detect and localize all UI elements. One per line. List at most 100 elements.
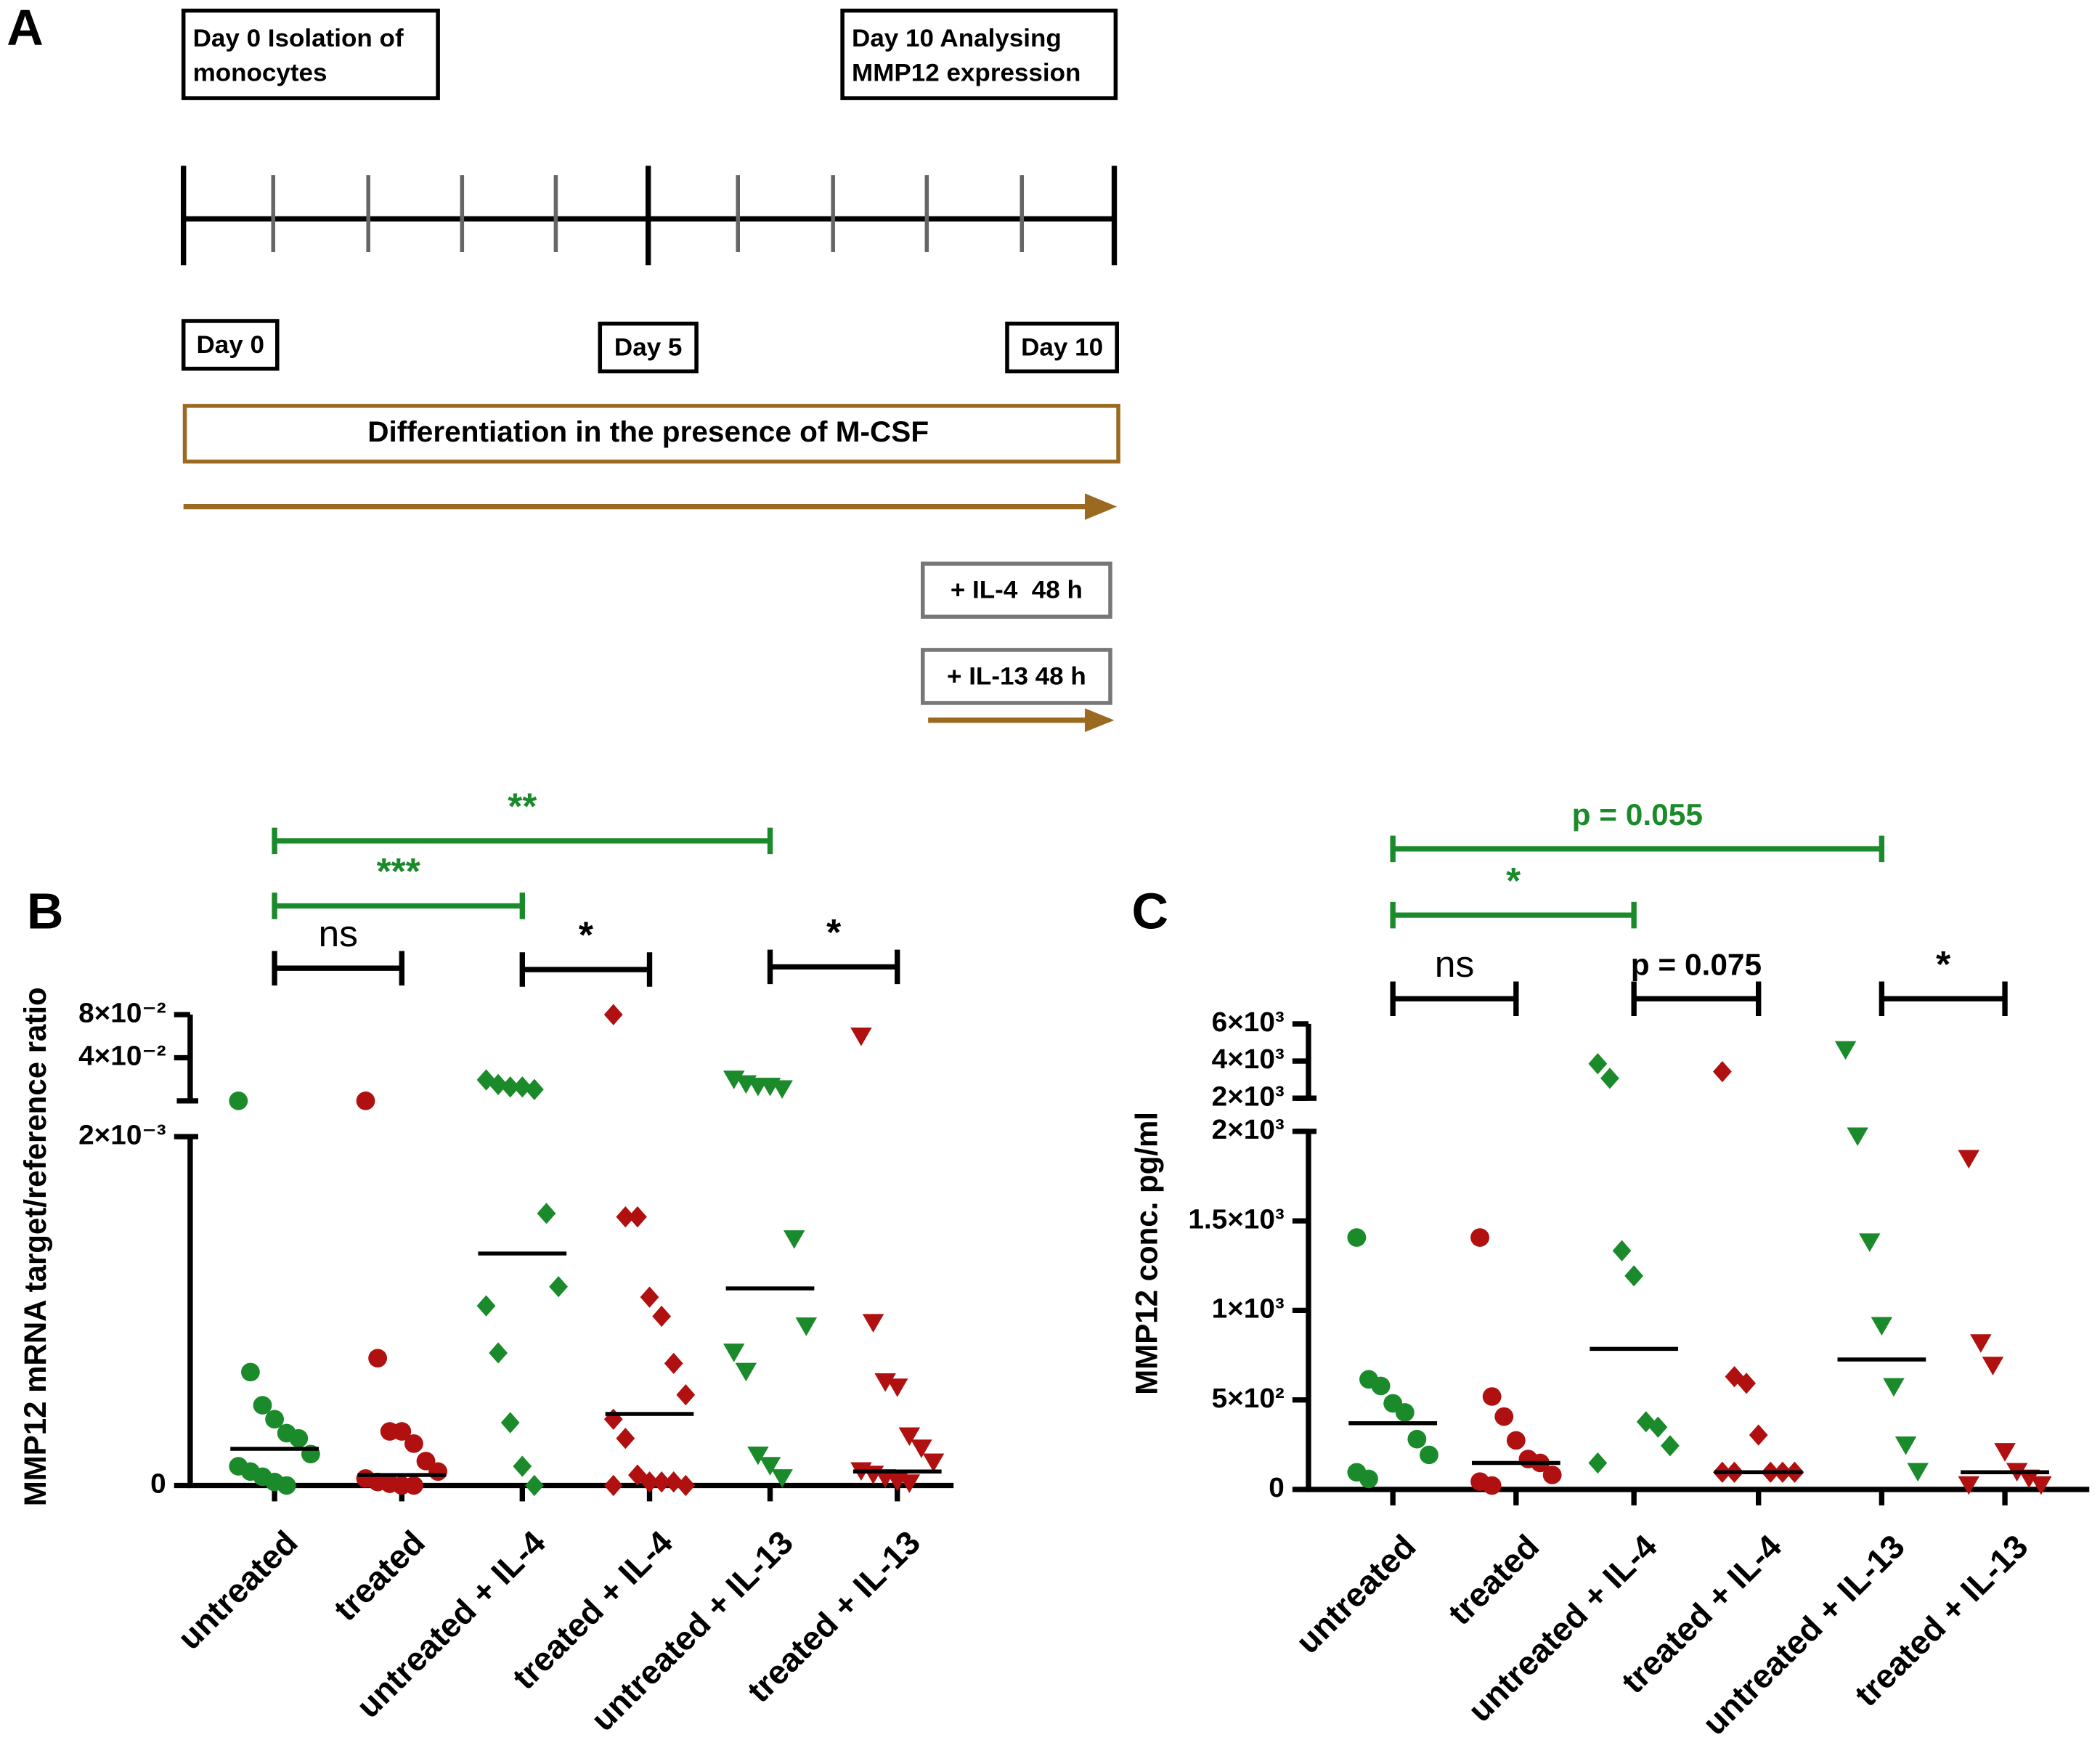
treatment-label: + IL-4 48 h bbox=[951, 576, 1083, 604]
start-box bbox=[181, 8, 440, 100]
data-point bbox=[616, 1206, 635, 1228]
day-box bbox=[181, 319, 280, 371]
panel-letter: B bbox=[27, 883, 64, 940]
timeline bbox=[180, 166, 1118, 266]
data-point bbox=[603, 1474, 623, 1497]
data-point bbox=[1624, 1265, 1644, 1287]
data-point bbox=[603, 1004, 623, 1025]
data-point bbox=[911, 1439, 932, 1458]
data-point bbox=[1982, 1357, 2004, 1375]
data-point bbox=[1494, 1407, 1514, 1426]
data-point bbox=[850, 1027, 872, 1046]
start-box-text: Day 0 Isolation of bbox=[193, 24, 404, 52]
day-label: Day 10 bbox=[1021, 333, 1103, 362]
data-point bbox=[368, 1349, 388, 1367]
arrow-head bbox=[1084, 493, 1118, 520]
y-tick-label: 6×10³ bbox=[1212, 1007, 1285, 1038]
data-point bbox=[1420, 1445, 1438, 1465]
data-point bbox=[537, 1203, 556, 1224]
timeline-minor-ticks bbox=[271, 175, 1025, 252]
data-point bbox=[771, 1469, 793, 1488]
data-point bbox=[476, 1295, 496, 1317]
data-point bbox=[1883, 1378, 1905, 1397]
significance-label: * bbox=[1506, 859, 1521, 901]
data-point bbox=[1648, 1416, 1668, 1438]
data-point bbox=[1847, 1127, 1868, 1147]
y-tick-label: 1×10³ bbox=[1212, 1293, 1285, 1325]
y-tick-label: 2×10³ bbox=[1212, 1114, 1285, 1145]
significance-label: ns bbox=[318, 912, 358, 954]
data-point bbox=[795, 1317, 818, 1336]
data-point bbox=[1612, 1240, 1632, 1261]
data-point bbox=[525, 1474, 544, 1497]
data-point bbox=[1600, 1068, 1619, 1089]
data-point bbox=[1661, 1435, 1680, 1457]
data-point bbox=[265, 1410, 285, 1428]
data-point bbox=[1712, 1061, 1732, 1083]
differentiation-box bbox=[182, 404, 1120, 464]
data-point bbox=[676, 1474, 696, 1497]
y-tick-label: 4×10⁻² bbox=[78, 1041, 166, 1072]
data-point bbox=[616, 1428, 635, 1450]
data-point bbox=[392, 1422, 412, 1441]
data-point bbox=[1407, 1429, 1427, 1449]
data-point bbox=[1749, 1424, 1768, 1446]
y-tick-label: 0 bbox=[1269, 1472, 1285, 1503]
data-point bbox=[898, 1474, 921, 1493]
data-point bbox=[747, 1446, 769, 1466]
data-point bbox=[1482, 1476, 1502, 1495]
data-point bbox=[1395, 1403, 1415, 1422]
data-point bbox=[676, 1383, 696, 1406]
data-point bbox=[628, 1206, 647, 1228]
day-label: Day 5 bbox=[614, 333, 682, 362]
y-tick-label: 2×10⁻³ bbox=[78, 1119, 166, 1150]
significance-label: * bbox=[1936, 943, 1950, 985]
data-point bbox=[735, 1362, 757, 1382]
data-point bbox=[525, 1078, 544, 1100]
end-box-text: MMP12 expression bbox=[852, 59, 1080, 87]
data-point bbox=[489, 1073, 508, 1095]
data-point bbox=[489, 1342, 508, 1364]
data-point bbox=[898, 1427, 921, 1447]
start-box-text: monocytes bbox=[193, 59, 327, 87]
differentiation-label: Differentiation in the presence of M-CSF bbox=[367, 415, 929, 448]
data-point bbox=[428, 1462, 448, 1481]
day-box bbox=[1005, 321, 1119, 374]
data-point bbox=[1871, 1317, 1893, 1336]
data-point bbox=[356, 1092, 375, 1110]
data-point bbox=[783, 1230, 805, 1249]
y-tick-label: 2×10³ bbox=[1212, 1081, 1285, 1112]
data-point bbox=[1834, 1041, 1857, 1060]
significance-label: * bbox=[826, 911, 841, 953]
data-point bbox=[404, 1434, 423, 1453]
data-point bbox=[416, 1452, 436, 1471]
x-tick-label: treated bbox=[326, 1524, 432, 1628]
data-point bbox=[253, 1396, 272, 1415]
significance-label: *** bbox=[377, 850, 420, 892]
data-point bbox=[759, 1457, 781, 1476]
panel-letter: A bbox=[7, 0, 44, 56]
y-tick-label: 4×10³ bbox=[1212, 1044, 1285, 1075]
data-point bbox=[652, 1305, 672, 1328]
data-point bbox=[771, 1080, 793, 1100]
significance-label: * bbox=[579, 914, 593, 956]
data-point bbox=[1506, 1431, 1526, 1450]
y-tick-label: 1.5×10³ bbox=[1188, 1203, 1284, 1235]
data-point bbox=[1482, 1387, 1502, 1406]
data-point bbox=[1542, 1466, 1562, 1484]
data-point bbox=[652, 1471, 672, 1493]
data-point bbox=[874, 1373, 896, 1392]
significance-label: p = 0.075 bbox=[1631, 948, 1762, 982]
data-point bbox=[1859, 1233, 1881, 1252]
data-point bbox=[1588, 1452, 1608, 1474]
arrow-head bbox=[1084, 708, 1115, 733]
y-tick-label: 0 bbox=[150, 1468, 166, 1500]
end-box bbox=[840, 8, 1118, 100]
end-box-text: Day 10 Analysing bbox=[852, 24, 1062, 52]
chart: C MMP12 conc. pg/ml 0 5×10² 1×10³ 1.5×10³ 2×10… bbox=[1130, 797, 2090, 1742]
data-point bbox=[886, 1378, 908, 1397]
data-point bbox=[513, 1455, 532, 1477]
chart: B MMP12 mRNA target/reference ratio 0 2×10⁻… bbox=[18, 785, 954, 1738]
treatment-label: + IL-13 48 h bbox=[947, 662, 1086, 691]
